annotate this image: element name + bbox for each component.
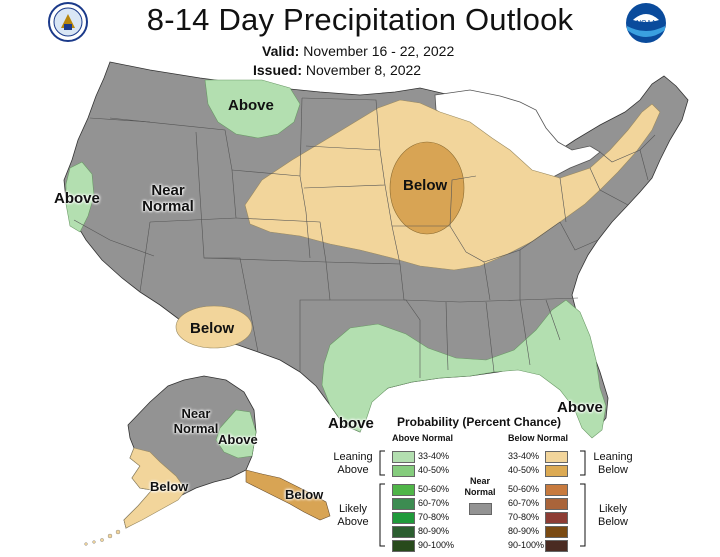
label-above-westcoast: Above	[54, 190, 100, 207]
legend-above-label-5: 80-90%	[418, 526, 450, 536]
label-alaska-below-west: Below	[150, 479, 189, 494]
legend-below-label-6: 90-100%	[508, 540, 545, 550]
above-northwest-region	[204, 79, 301, 139]
legend-below-label-5: 80-90%	[508, 526, 540, 536]
legend-likely-above-2: Above	[337, 516, 369, 528]
legend-above-header: Above Normal	[392, 433, 454, 443]
legend-above-label-4: 70-80%	[418, 512, 450, 522]
legend-leaning-below-2: Below	[598, 464, 628, 476]
legend-below-header: Below Normal	[508, 433, 569, 443]
legend-near-normal: Near Normal	[458, 476, 502, 498]
label-alaska-below-southeast: Below	[285, 487, 324, 502]
legend-title: Probability (Percent Chance)	[397, 415, 562, 429]
label-ak-near-line1: Near	[181, 406, 211, 421]
legend-below-label-0: 33-40%	[508, 451, 540, 461]
label-above-florida: Above	[557, 399, 603, 416]
legend-near-normal-swatch	[469, 503, 492, 515]
valid-line: Valid: November 16 - 22, 2022	[262, 43, 454, 59]
legend-below-swatch-1	[545, 465, 568, 477]
valid-label: Valid:	[262, 43, 300, 59]
label-below-midwest: Below	[403, 177, 448, 194]
alaska-above-region	[215, 409, 257, 459]
legend-above-swatch-6	[392, 540, 415, 552]
legend-above-label-1: 40-50%	[418, 465, 450, 475]
legend-below-swatch-6	[545, 540, 568, 552]
legend-above-label-3: 60-70%	[418, 498, 450, 508]
legend-leaning-above: Leaning Above	[328, 451, 378, 477]
alaska-below-west-region	[123, 447, 187, 529]
label-above-texas: Above	[328, 415, 374, 432]
legend-leaning-above-2: Above	[337, 464, 369, 476]
legend-below-label-4: 70-80%	[508, 512, 540, 522]
issued-value: November 8, 2022	[305, 62, 422, 78]
above-westcoast-region	[65, 161, 95, 233]
label-alaska-above: Above	[218, 432, 258, 447]
legend-above-label-6: 90-100%	[418, 540, 455, 550]
legend-likely-above-1: Likely	[338, 503, 368, 515]
commerce-seal-logo	[48, 2, 88, 42]
legend-likely-below-2: Below	[598, 516, 628, 528]
legend-likely-below-1: Likely	[598, 503, 628, 515]
issued-line: Issued: November 8, 2022	[253, 62, 421, 78]
legend-likely-below: Likely Below	[588, 503, 638, 529]
label-ak-near-line2: Normal	[173, 421, 219, 436]
legend-above-swatch-2	[392, 484, 415, 496]
legend-leaning-below: Leaning Below	[588, 451, 638, 477]
legend-likely-above: Likely Above	[328, 503, 378, 529]
valid-value: November 16 - 22, 2022	[303, 43, 455, 59]
below-40-50-region	[389, 141, 465, 235]
legend-above-swatch-0	[392, 451, 415, 463]
legend-above-label-2: 50-60%	[418, 484, 450, 494]
label-near-normal: Near Normal	[133, 183, 203, 215]
legend-above-swatch-3	[392, 498, 415, 510]
legend-above-label-0: 33-40%	[418, 451, 450, 461]
label-near-normal-line1: Near	[151, 182, 185, 199]
legend-leaning-below-1: Leaning	[593, 451, 633, 463]
below-southwest-region	[175, 305, 253, 349]
legend-below-swatch-5	[545, 526, 568, 538]
label-below-southwest: Below	[190, 320, 235, 337]
legend-above-swatch-4	[392, 512, 415, 524]
above-south-region	[321, 299, 607, 439]
legend-below-swatch-0	[545, 451, 568, 463]
legend-below-label-1: 40-50%	[508, 465, 540, 475]
state-borders	[73, 97, 656, 378]
legend-below-swatch-2	[545, 484, 568, 496]
legend-below-swatch-4	[545, 512, 568, 524]
legend-above-swatch-1	[392, 465, 415, 477]
legend-leaning-above-1: Leaning	[333, 451, 373, 463]
legend-above-swatch-5	[392, 526, 415, 538]
noaa-logo: NOAA	[625, 2, 667, 44]
noaa-logo-text: NOAA	[636, 20, 656, 27]
label-alaska-near-normal: Near Normal	[172, 406, 220, 436]
legend-below-swatch-3	[545, 498, 568, 510]
legend-below-label-2: 50-60%	[508, 484, 540, 494]
alaska-below-southeast-region	[245, 469, 331, 521]
legend-near-line1: Near	[469, 476, 490, 486]
label-above-northwest: Above	[228, 97, 274, 114]
aleutian-islands	[84, 529, 121, 546]
issued-label: Issued:	[253, 62, 303, 78]
legend-near-line2: Normal	[464, 487, 496, 497]
page-title: 8-14 Day Precipitation Outlook	[146, 2, 574, 37]
legend-below-label-3: 60-70%	[508, 498, 540, 508]
label-near-normal-line2: Normal	[142, 198, 194, 215]
